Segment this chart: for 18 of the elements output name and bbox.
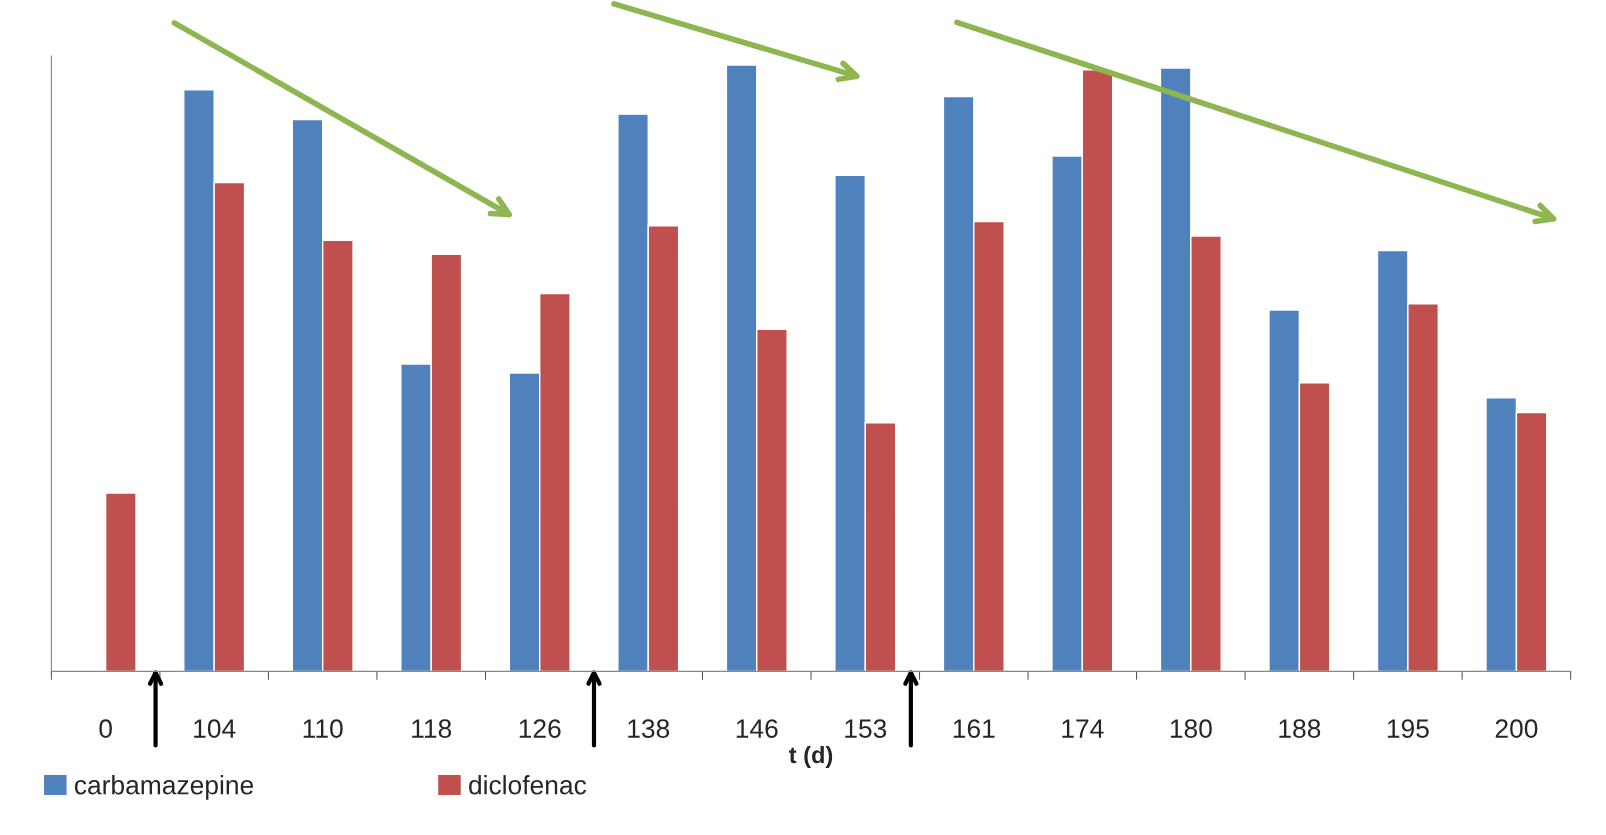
x-tick-label: 188 xyxy=(1279,719,1321,738)
x-tick-label: 0 xyxy=(99,719,112,738)
x-tick-label: 161 xyxy=(953,719,995,738)
x-tick-label: 195 xyxy=(1387,719,1429,738)
legend-label: carbamazepine xyxy=(74,775,254,800)
x-tick-label: 110 xyxy=(303,719,343,738)
legend-label: diclofenac xyxy=(469,775,587,795)
x-tick-label: 104 xyxy=(194,719,236,738)
x-tick-label: 126 xyxy=(519,719,561,738)
x-tick-label: 200 xyxy=(1495,719,1538,738)
bar xyxy=(104,492,137,672)
x-tick-label: 138 xyxy=(628,719,670,738)
x-axis-title: t (d) xyxy=(789,745,833,768)
x-tick-label: 180 xyxy=(1170,719,1212,738)
x-tick-label: 153 xyxy=(845,719,887,738)
x-tick-label: 118 xyxy=(412,719,452,738)
x-tick-label: 174 xyxy=(1062,719,1104,738)
x-tick-label: 146 xyxy=(736,719,778,738)
